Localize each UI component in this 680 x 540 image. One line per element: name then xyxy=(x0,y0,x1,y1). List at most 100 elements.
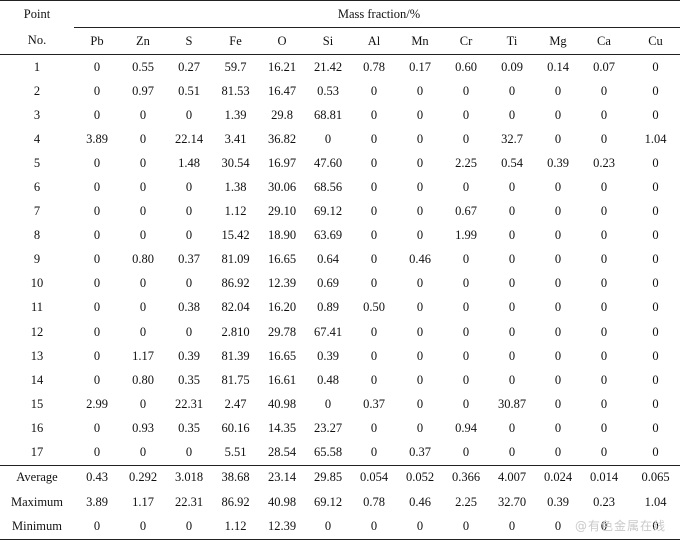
cell-mn: 0 xyxy=(416,396,424,411)
cell-al: 0 xyxy=(370,107,378,122)
cell-al: 0.50 xyxy=(363,300,385,315)
cell-s: 0.35 xyxy=(178,372,200,387)
cell-o: 29.8 xyxy=(271,107,293,122)
cell-cr: 0 xyxy=(462,107,470,122)
cell-zn: 0.97 xyxy=(132,83,154,98)
cell-mg: 0 xyxy=(554,228,562,243)
cell-mg: 0 xyxy=(554,324,562,339)
summary-cell-s: 0 xyxy=(166,514,212,540)
cell-cr: 0 xyxy=(462,131,470,146)
cell-s: 0.38 xyxy=(178,300,200,315)
cell-pb: 0 xyxy=(93,324,101,339)
cell-o: 29.10 xyxy=(267,204,297,219)
point-number: 12 xyxy=(30,324,44,339)
cell-mn: 0 xyxy=(416,131,424,146)
cell-o: 16.61 xyxy=(267,372,297,387)
point-number: 1 xyxy=(0,54,74,80)
column-header-zn: Zn xyxy=(136,33,150,48)
cell-s: 0.51 xyxy=(178,83,200,98)
summary-cell-fe: 1.12 xyxy=(212,514,259,540)
cell-cr: 0 xyxy=(462,180,470,195)
summary-row-average: Average 0.43 0.292 3.018 38.68 23.14 29.85 0.05… xyxy=(0,464,680,490)
watermark: @有色金属在线 xyxy=(574,519,666,533)
cell-mn: 0 xyxy=(416,324,424,339)
table-row: 5 0 0 1.48 30.54 16.97 47.60 0 0 2.25 0.54 0.39 0.23… xyxy=(0,151,680,175)
cell-cu: 0 xyxy=(652,252,659,267)
cell-ca: 0 xyxy=(600,180,608,195)
summary-cell-fe: 86.92 xyxy=(221,494,250,509)
summary-cell-o: 40.98 xyxy=(267,494,297,509)
cell-si: 65.58 xyxy=(313,445,343,460)
cell-al: 0 xyxy=(370,131,378,146)
cell-ti: 0.09 xyxy=(489,54,535,80)
cell-cu: 0 xyxy=(652,396,659,411)
cell-al: 0 xyxy=(370,372,378,387)
cell-fe: 2.47 xyxy=(224,396,247,411)
header-point-label: Point xyxy=(0,0,74,28)
cell-al: 0 xyxy=(370,252,378,267)
cell-cr: 1.99 xyxy=(455,228,477,243)
cell-si: 0 xyxy=(324,396,332,411)
summary-cell-ca: 0.23 xyxy=(593,494,615,509)
cell-pb: 0 xyxy=(93,252,101,267)
cell-al: 0 xyxy=(370,276,378,291)
point-number: 17 xyxy=(30,445,44,460)
cell-ti: 0 xyxy=(508,107,516,122)
cell-pb: 0 xyxy=(93,228,101,243)
cell-cr: 0 xyxy=(462,348,470,363)
point-number: 8 xyxy=(33,228,41,243)
summary-cell-al: 0.78 xyxy=(363,494,385,509)
cell-fe: 2.810 xyxy=(221,324,250,339)
cell-cu: 1.04 xyxy=(644,131,667,146)
cell-pb: 0 xyxy=(93,83,101,98)
cell-fe: 86.92 xyxy=(221,276,250,291)
cell-mg: 0 xyxy=(554,83,562,98)
point-number: 2 xyxy=(33,83,41,98)
cell-mg: 0 xyxy=(554,300,562,315)
cell-pb: 0 xyxy=(93,155,101,170)
cell-mn: 0 xyxy=(416,420,424,435)
cell-al: 0 xyxy=(370,180,378,195)
point-number: 13 xyxy=(30,348,44,363)
summary-cell-fe: 38.68 xyxy=(212,464,259,490)
cell-ca: 0 xyxy=(600,107,608,122)
cell-cr: 0.60 xyxy=(443,54,489,80)
cell-mn: 0.17 xyxy=(397,54,443,80)
cell-ca: 0.23 xyxy=(593,155,615,170)
point-number: 4 xyxy=(33,131,41,146)
cell-zn: 0 xyxy=(139,276,147,291)
table-row: 11 0 0 0.38 82.04 16.20 0.89 0.50 0 0 0 0 0 0 xyxy=(0,296,680,320)
cell-mn: 0 xyxy=(416,348,424,363)
cell-o: 40.98 xyxy=(267,396,297,411)
cell-cu: 0 xyxy=(652,228,659,243)
cell-fe: 81.53 xyxy=(221,83,250,98)
cell-fe: 81.75 xyxy=(221,372,250,387)
cell-fe: 1.12 xyxy=(224,204,247,219)
cell-zn: 1.17 xyxy=(132,348,154,363)
cell-fe: 3.41 xyxy=(224,131,247,146)
column-header-ca: Ca xyxy=(597,33,611,48)
cell-al: 0 xyxy=(370,155,378,170)
cell-ca: 0 xyxy=(600,228,608,243)
table-row: 2 0 0.97 0.51 81.53 16.47 0.53 0 0 0 0 0 0 0 xyxy=(0,79,680,103)
cell-cr: 0.94 xyxy=(455,420,477,435)
summary-label: Minimum xyxy=(0,514,74,540)
cell-ti: 0 xyxy=(508,300,516,315)
cell-mg: 0.14 xyxy=(535,54,581,80)
summary-cell-al: 0.054 xyxy=(351,464,397,490)
cell-al: 0.37 xyxy=(363,396,385,411)
cell-pb: 0 xyxy=(93,180,101,195)
cell-o: 36.82 xyxy=(267,131,297,146)
cell-si: 63.69 xyxy=(313,228,343,243)
cell-fe: 1.38 xyxy=(224,180,247,195)
cell-si: 21.42 xyxy=(305,54,351,80)
summary-cell-cu: 1.04 xyxy=(644,494,667,509)
cell-mn: 0.37 xyxy=(409,445,431,460)
cell-cu: 0 xyxy=(652,276,659,291)
cell-mg: 0 xyxy=(554,131,562,146)
cell-si: 23.27 xyxy=(313,420,343,435)
point-number: 6 xyxy=(33,180,41,195)
cell-mg: 0 xyxy=(554,420,562,435)
point-number: 9 xyxy=(33,252,41,267)
cell-mg: 0 xyxy=(554,252,562,267)
